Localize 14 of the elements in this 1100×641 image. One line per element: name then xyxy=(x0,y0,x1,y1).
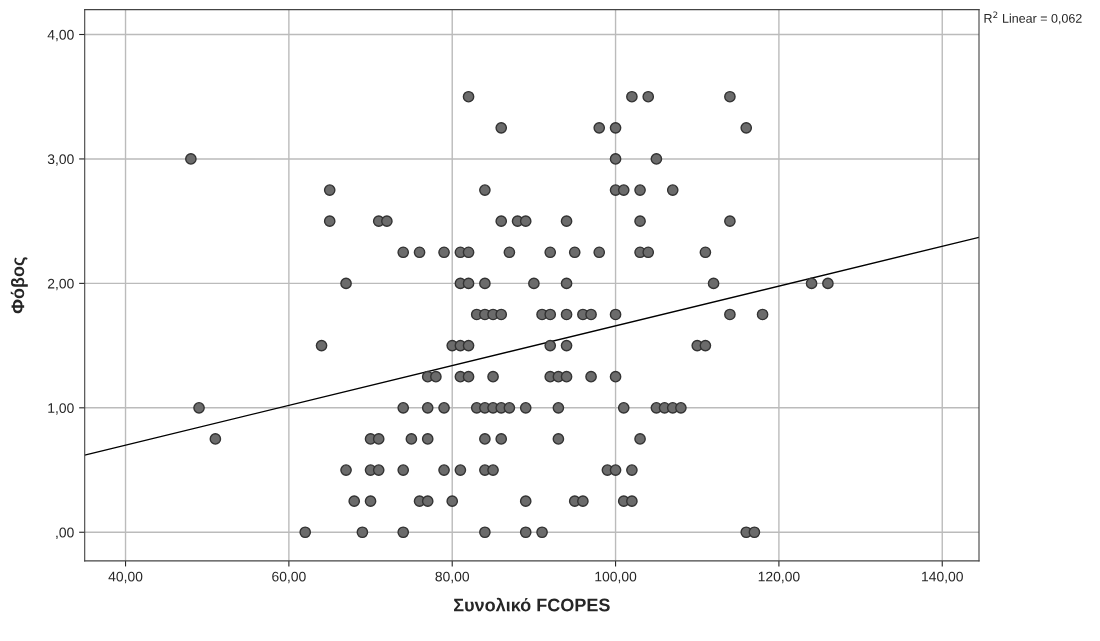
y-tick-label: 2,00 xyxy=(47,278,74,291)
y-tick-label: ,00 xyxy=(56,527,74,540)
text: R$^{2}$ Linear = 0,062 xyxy=(984,11,1082,25)
x-tick-label: 100,00 xyxy=(595,571,637,584)
y-tick-label: 1,00 xyxy=(48,403,74,415)
x-tick-label: 80,00 xyxy=(435,571,470,584)
y-axis-title: Φόβος xyxy=(10,257,28,314)
y-tick-label: 4,00 xyxy=(47,29,74,42)
x-tick-label: 60,00 xyxy=(272,571,306,584)
x-tick-label: 140,00 xyxy=(922,571,963,584)
y-tick-label: 3,00 xyxy=(47,154,74,166)
x-tick-label: 120,00 xyxy=(758,571,800,584)
x-axis-title: Συνολικό FCOPES xyxy=(454,597,610,612)
x-tick-label: 40,00 xyxy=(108,571,143,584)
